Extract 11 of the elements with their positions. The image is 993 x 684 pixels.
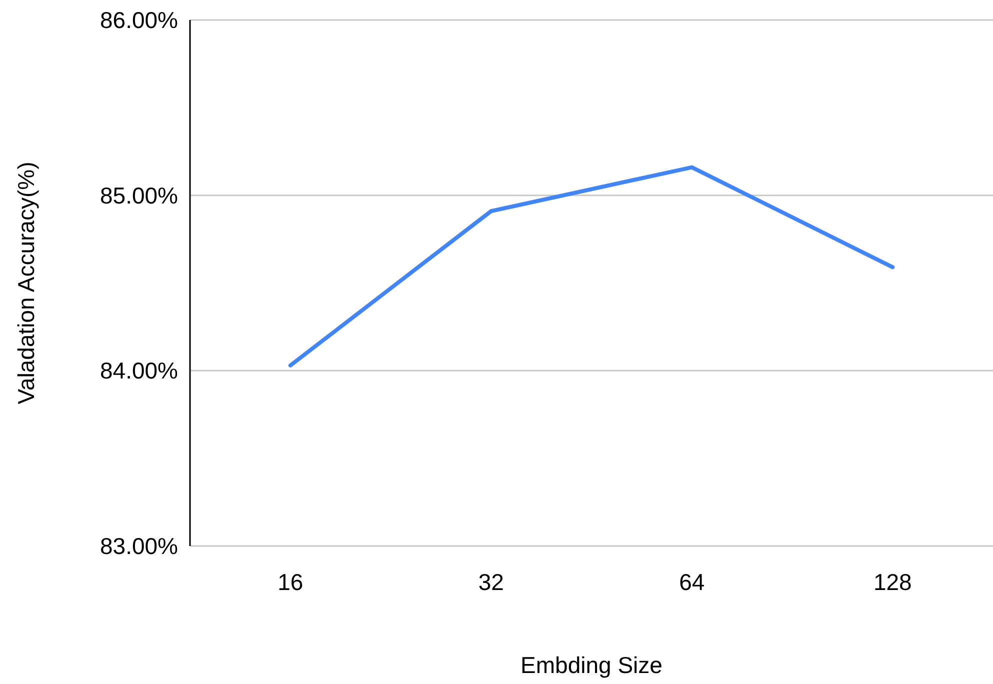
x-axis-title: Embding Size (520, 652, 662, 678)
y-axis-title: Valadation Accuracy(%) (13, 162, 39, 404)
x-tick-label: 32 (478, 569, 504, 595)
x-tick-label: 64 (679, 569, 705, 595)
y-tick-label: 86.00% (100, 7, 178, 34)
x-tick-label: 16 (278, 569, 304, 595)
x-tick-label: 128 (873, 569, 912, 595)
line-series (288, 165, 895, 368)
y-tick-label: 84.00% (100, 358, 178, 384)
y-tick-label: 83.00% (100, 533, 178, 560)
y-tick-label: 85.00% (100, 182, 178, 208)
